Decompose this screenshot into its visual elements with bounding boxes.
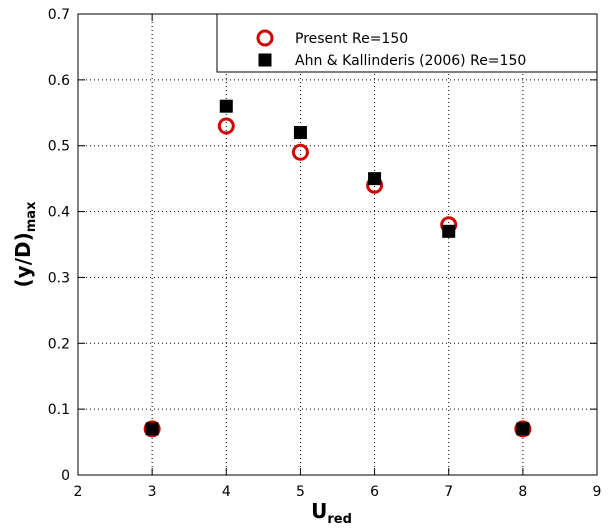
x-tick-label: 8 — [518, 484, 527, 500]
y-tick-label: 0.4 — [48, 205, 70, 221]
x-tick-label: 2 — [74, 484, 83, 500]
legend-marker-2 — [258, 53, 272, 67]
tick-labels: 2 3 4 5 6 7 8 9 0 0.1 0.2 0.3 0.4 0.5 0.6 0.7 — [48, 7, 602, 500]
reference-point — [293, 126, 307, 140]
grid-lines — [78, 14, 597, 475]
y-tick-label: 0.6 — [48, 73, 70, 89]
y-tick-label: 0.5 — [48, 139, 70, 155]
reference-point — [145, 422, 159, 436]
reference-point — [516, 422, 530, 436]
legend: Present Re=150 Ahn & Kallinderis (2006) R… — [216, 13, 598, 73]
legend-label-2: Ahn & Kallinderis (2006) Re=150 — [295, 53, 526, 69]
x-tick-label: 3 — [148, 484, 157, 500]
legend-label-1: Present Re=150 — [295, 31, 408, 47]
axis-ticks — [77, 13, 598, 476]
x-tick-label: 9 — [593, 484, 602, 500]
present-point — [217, 117, 235, 135]
y-tick-label: 0.1 — [48, 402, 70, 418]
legend-box — [216, 13, 598, 73]
y-tick-label: 0.3 — [48, 270, 70, 286]
data-points — [143, 99, 532, 438]
y-tick-label: 0 — [61, 468, 70, 484]
present-point — [143, 420, 161, 438]
reference-point — [368, 172, 382, 186]
reference-point — [442, 224, 456, 238]
legend-marker-1 — [256, 29, 274, 47]
present-point — [514, 420, 532, 438]
present-point — [291, 143, 309, 161]
x-tick-label: 6 — [370, 484, 379, 500]
y-axis-title: (y/D)max — [11, 201, 39, 288]
x-tick-label: 7 — [444, 484, 453, 500]
reference-point — [219, 99, 233, 113]
x-tick-label: 5 — [296, 484, 305, 500]
y-tick-label: 0.7 — [48, 7, 70, 23]
x-axis-title: Ured — [311, 499, 352, 527]
x-tick-label: 4 — [222, 484, 231, 500]
y-tick-label: 0.2 — [48, 336, 70, 352]
plot-frame — [77, 13, 598, 476]
